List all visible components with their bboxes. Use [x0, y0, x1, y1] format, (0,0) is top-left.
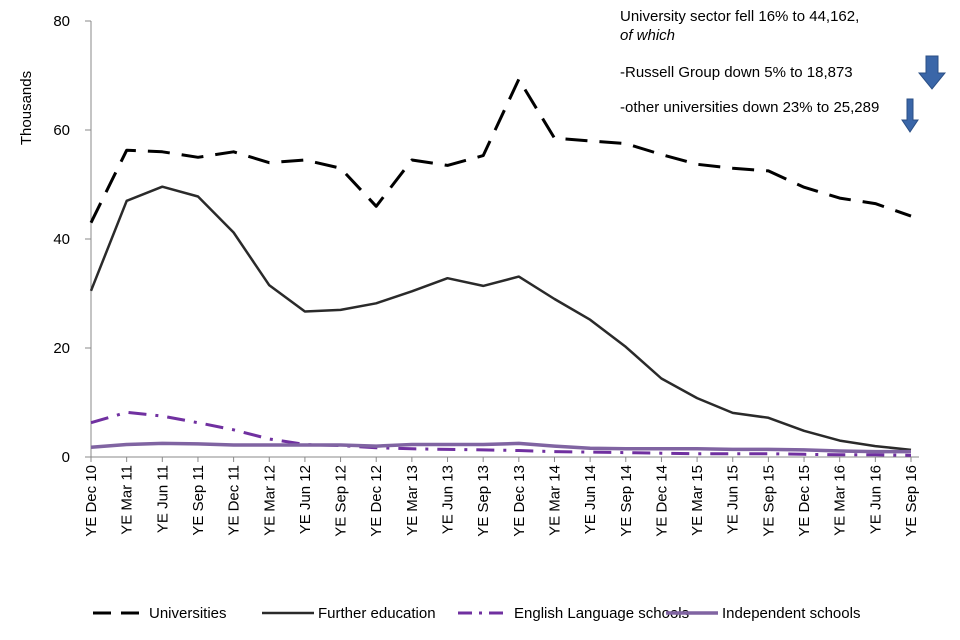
x-tick-label: YE Sep 11 [190, 465, 207, 536]
series-line-universities [89, 77, 912, 224]
y-axis-label: Thousands [18, 71, 35, 145]
x-tick-label: YE Mar 13 [404, 465, 421, 536]
x-tick-label: YE Dec 10 [83, 465, 100, 537]
x-tick-label: YE Sep 13 [475, 465, 492, 537]
y-tick-label: 80 [53, 13, 70, 30]
x-tick-label: YE Jun 16 [867, 465, 884, 534]
legend: Universities Further education English Lan… [93, 605, 860, 622]
axes [90, 21, 919, 458]
x-tick-label: YE Sep 16 [903, 465, 920, 537]
series-lines [89, 77, 912, 457]
down-arrow-icon [901, 98, 919, 133]
x-tick-label: YE Sep 14 [618, 465, 635, 537]
x-tick-label: YE Dec 12 [368, 465, 385, 537]
annotation-russell-group: -Russell Group down 5% to 18,873 [620, 64, 853, 81]
y-tick-label: 60 [53, 122, 70, 139]
x-tick-label: YE Mar 12 [261, 465, 278, 536]
y-tick-label: 40 [53, 231, 70, 248]
y-tick-labels: 0 20 40 60 80 [53, 13, 91, 466]
x-tick-labels: YE Dec 10 YE Mar 11 YE Jun 11 YE Sep 11 YE D… [83, 457, 920, 537]
down-arrow-icon [918, 55, 946, 90]
series-line-independent-schools [90, 441, 911, 454]
x-tick-label: YE Dec 13 [511, 465, 528, 537]
x-tick-label: YE Mar 15 [689, 465, 706, 536]
legend-label: English Language schools [514, 605, 689, 622]
y-tick-label: 0 [62, 449, 70, 466]
x-tick-label: YE Dec 11 [226, 465, 243, 536]
x-tick-label: YE Sep 15 [760, 465, 777, 537]
x-tick-label: YE Jun 13 [440, 465, 457, 534]
x-tick-label: YE Jun 15 [725, 465, 742, 534]
x-tick-label: YE Sep 12 [333, 465, 350, 537]
x-tick-label: YE Jun 11 [154, 465, 171, 533]
y-tick-label: 20 [53, 340, 70, 357]
legend-label: Universities [149, 605, 227, 622]
x-tick-label: YE Jun 14 [582, 465, 599, 534]
legend-label: Independent schools [722, 605, 860, 622]
legend-label: Further education [318, 605, 436, 622]
annotation-summary: University sector fell 16% to 44,162, [620, 8, 860, 25]
x-tick-label: YE Jun 12 [297, 465, 314, 534]
annotation-other-universities: -other universities down 23% to 25,289 [620, 99, 880, 116]
series-line-further-education [89, 185, 912, 452]
annotation-of-which: of which [620, 27, 676, 44]
x-tick-label: YE Mar 11 [119, 465, 136, 535]
x-tick-label: YE Mar 14 [546, 465, 563, 536]
x-tick-label: YE Dec 15 [796, 465, 813, 537]
x-tick-label: YE Mar 16 [832, 465, 849, 536]
x-tick-label: YE Dec 14 [653, 465, 670, 537]
